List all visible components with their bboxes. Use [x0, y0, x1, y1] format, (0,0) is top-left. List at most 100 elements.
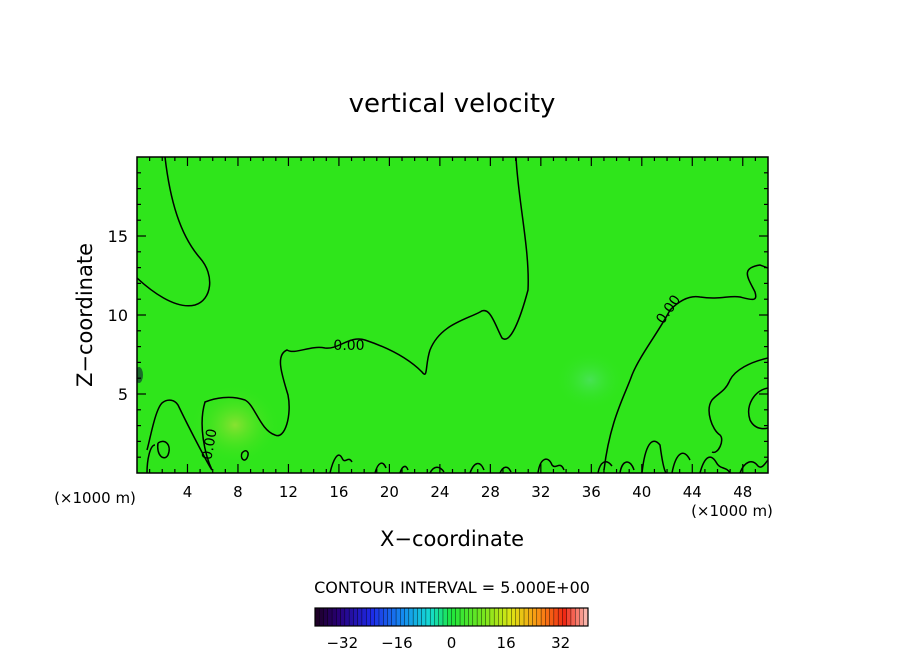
x-axis: 4 8 12 16 20 24 28 32 36 40 44 48: [149, 157, 756, 501]
x-tick-label: 8: [233, 483, 243, 501]
contour-lower-right: [748, 387, 768, 430]
x-tick-label: 16: [329, 483, 348, 501]
colorbar-cell: [528, 607, 534, 627]
contour-main: [146, 157, 529, 471]
colorbar-cell: [511, 607, 516, 627]
colorbar-cell: [472, 607, 478, 627]
colorbar-cell: [575, 607, 580, 627]
colorbar-cell: [459, 607, 465, 627]
colorbar-cell: [476, 607, 482, 627]
colorbar-cell: [468, 607, 474, 627]
colorbar-cell: [553, 607, 559, 627]
positive-anomaly: [190, 385, 280, 465]
colorbar-cell: [391, 607, 397, 627]
x-unit-left: (×1000 m): [54, 489, 136, 507]
colorbar-ticks: −32 −16 0 16 32: [326, 634, 570, 652]
colorbar-cell: [536, 607, 542, 627]
colorbar-cell: [502, 607, 508, 627]
colorbar-tick-label: −16: [381, 634, 413, 652]
colorbar-cell: [331, 607, 337, 627]
colorbar-cell: [498, 607, 504, 627]
colorbar-cell: [438, 607, 444, 627]
colorbar-cell: [570, 607, 576, 627]
colorbar-cell: [429, 607, 435, 627]
colorbar-cell: [370, 607, 376, 627]
colorbar-cell: [442, 607, 448, 627]
x-unit-right: (×1000 m): [691, 502, 773, 520]
colorbar: [314, 607, 589, 627]
contour-top-left: [137, 157, 211, 307]
colorbar-cell: [340, 607, 346, 627]
colorbar-frame: [314, 607, 589, 627]
colorbar-cell: [378, 607, 384, 627]
colorbar-cell: [365, 607, 371, 627]
contour-label-center: 0.00: [333, 338, 364, 354]
x-tick-label: 28: [481, 483, 500, 501]
contour-lines: [137, 157, 768, 473]
colorbar-cell: [519, 607, 525, 627]
colorbar-tick-label: 0: [447, 634, 457, 652]
plot-area: 0.00 0.00 0.00: [137, 157, 768, 473]
y-tick-label: 5: [118, 385, 128, 404]
x-tick-label: 48: [733, 483, 752, 501]
colorbar-cell: [493, 607, 499, 627]
colorbar-cell: [400, 607, 406, 627]
colorbar-cell: [506, 607, 512, 627]
colorbar-cell: [387, 607, 393, 627]
colorbar-cell: [383, 607, 389, 627]
colorbar-cell: [434, 607, 440, 627]
colorbar-cell: [327, 607, 333, 627]
x-tick-label: 40: [632, 483, 651, 501]
colorbar-cell: [549, 607, 555, 627]
negative-anomaly-edge: [137, 367, 143, 383]
colorbar-cell: [417, 607, 423, 627]
contour-interval: CONTOUR INTERVAL = 5.000E+00: [314, 578, 590, 597]
colorbar-cell: [481, 607, 487, 627]
colorbar-cell: [566, 607, 572, 627]
y-tick-label: 15: [108, 227, 128, 246]
chart-title: vertical velocity: [349, 89, 556, 119]
colorbar-cell: [357, 607, 363, 627]
colorbar-tick-label: 32: [551, 634, 570, 652]
colorbar-cell: [562, 607, 568, 627]
colorbar-cell: [540, 607, 546, 627]
colorbar-cell: [336, 607, 342, 627]
colorbar-cell: [532, 607, 538, 627]
colorbar-cell: [425, 607, 431, 627]
colorbar-cell: [447, 607, 453, 627]
colorbar-cell: [323, 607, 329, 627]
colorbar-cell: [395, 607, 401, 627]
contour-bottom-noise: [146, 440, 768, 473]
colorbar-tick-label: −32: [326, 634, 358, 652]
x-tick-label: 12: [279, 483, 298, 501]
x-tick-label: 20: [380, 483, 399, 501]
x-tick-label: 32: [531, 483, 550, 501]
colorbar-cell: [464, 607, 470, 627]
contour-right: [603, 264, 768, 471]
y-tick-label: 10: [108, 306, 128, 325]
colorbar-cell: [455, 607, 461, 627]
contour-small-2: [156, 440, 170, 459]
colorbar-cell: [404, 607, 410, 627]
colorbar-cell: [319, 607, 325, 627]
colorbar-cell: [374, 607, 380, 627]
colorbar-cell: [361, 607, 367, 627]
y-axis: 5 10 15: [108, 172, 768, 458]
colorbar-tick-label: 16: [497, 634, 516, 652]
contour-small-1: [240, 450, 249, 461]
x-tick-label: 44: [683, 483, 702, 501]
colorbar-cell: [485, 607, 491, 627]
colorbar-cell: [545, 607, 551, 627]
colorbar-cell: [314, 607, 320, 627]
x-tick-label: 36: [582, 483, 601, 501]
colorbar-cell: [344, 607, 350, 627]
negative-anomaly: [555, 350, 625, 410]
colorbar-cell: [412, 607, 418, 627]
y-axis-title: Z−coordinate: [73, 243, 97, 387]
colorbar-cell: [408, 607, 414, 627]
colorbar-cell: [353, 607, 359, 627]
colorbar-cell: [348, 607, 354, 627]
colorbar-cell: [489, 607, 495, 627]
colorbar-cell: [557, 607, 563, 627]
